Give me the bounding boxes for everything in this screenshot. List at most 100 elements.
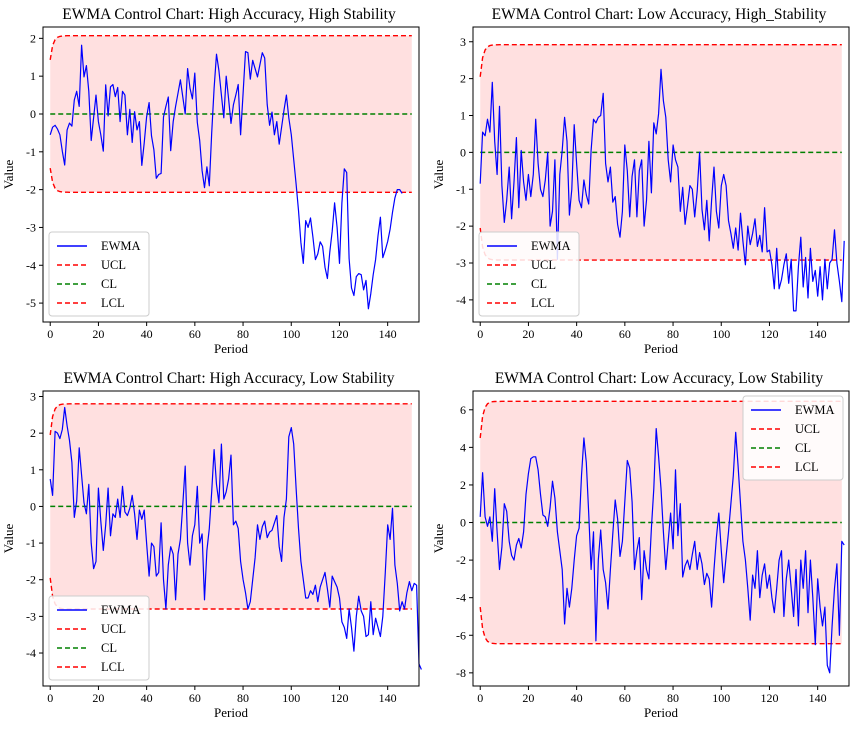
legend: EWMA UCL CL LCL — [48, 231, 150, 317]
y-tick-label: 4 — [460, 440, 466, 454]
chart-title: EWMA Control Chart: Low Accuracy, Low St… — [495, 370, 824, 387]
legend-ewma-label: EWMA — [101, 239, 141, 253]
x-tick-label: 100 — [282, 691, 300, 705]
legend-ucl-label: UCL — [101, 622, 126, 636]
legend: EWMA UCL CL LCL — [48, 595, 150, 681]
x-axis-label: Period — [214, 341, 248, 356]
legend-lcl-label: LCL — [531, 296, 555, 310]
legend-cl-label: CL — [101, 641, 117, 655]
x-tick-label: 20 — [522, 691, 534, 705]
y-tick-label: -2 — [26, 573, 36, 587]
plot-area-frame — [472, 26, 850, 323]
y-tick-label: -1 — [456, 182, 466, 196]
x-tick-label: 0 — [477, 691, 483, 705]
chart-title: EWMA Control Chart: High Accuracy, High … — [62, 6, 396, 23]
x-tick-label: 100 — [282, 327, 300, 341]
y-tick-label: 1 — [30, 463, 36, 477]
legend-lcl-label: LCL — [101, 660, 125, 674]
y-tick-label: -1 — [26, 145, 36, 159]
plot-area-frame — [472, 390, 850, 687]
y-tick-label: -2 — [456, 553, 466, 567]
x-tick-label: 140 — [379, 691, 397, 705]
x-axis-label: Period — [644, 341, 678, 356]
chart-title: EWMA Control Chart: Low Accuracy, High_S… — [492, 6, 827, 23]
y-tick-label: -3 — [456, 256, 466, 270]
x-tick-label: 40 — [571, 691, 583, 705]
ewma-series-line — [479, 68, 845, 312]
y-tick-label: 1 — [460, 109, 466, 123]
x-tick-label: 60 — [619, 327, 631, 341]
x-tick-label: 140 — [809, 691, 827, 705]
x-tick-label: 40 — [141, 691, 153, 705]
x-axis-label: Period — [644, 705, 678, 720]
y-axis-label: Value — [1, 523, 16, 553]
y-tick-label: -4 — [26, 646, 36, 660]
x-tick-label: 60 — [189, 327, 201, 341]
ewma-series-line — [479, 428, 845, 674]
x-tick-label: 140 — [379, 327, 397, 341]
y-axis-label: Value — [1, 159, 16, 189]
y-tick-label: -3 — [26, 220, 36, 234]
legend-box — [48, 595, 150, 681]
legend-cl-label: CL — [101, 277, 117, 291]
x-tick-label: 60 — [619, 691, 631, 705]
x-tick-label: 0 — [47, 691, 53, 705]
ucl-line — [49, 403, 412, 436]
y-tick-label: -6 — [456, 628, 466, 642]
y-tick-label: 1 — [30, 69, 36, 83]
x-tick-label: 100 — [712, 327, 730, 341]
y-axis-label: Value — [431, 159, 446, 189]
legend-cl-label: CL — [795, 441, 811, 455]
y-tick-label: -5 — [26, 296, 36, 310]
x-tick-label: 20 — [92, 327, 104, 341]
x-tick-label: 120 — [760, 327, 778, 341]
y-tick-label: 0 — [30, 499, 36, 513]
x-tick-label: 80 — [667, 691, 679, 705]
y-tick-label: -4 — [26, 258, 36, 272]
x-tick-label: 80 — [237, 691, 249, 705]
x-tick-label: 20 — [92, 691, 104, 705]
legend-box — [742, 395, 844, 481]
y-tick-label: 2 — [460, 478, 466, 492]
y-tick-label: 2 — [30, 31, 36, 45]
ucl-line — [479, 44, 842, 77]
legend: EWMA UCL CL LCL — [478, 231, 580, 317]
chart-panel-1: 0 20 40 60 80 100 120 140 2 1 0 -1 -2 -3 -4 -5 EWMA Cont… — [1, 6, 420, 356]
y-tick-label: -2 — [26, 183, 36, 197]
y-tick-label: -8 — [456, 666, 466, 680]
legend-ewma-label: EWMA — [795, 403, 835, 417]
x-tick-label: 140 — [809, 327, 827, 341]
x-tick-label: 40 — [571, 327, 583, 341]
x-tick-label: 60 — [189, 691, 201, 705]
y-tick-label: 0 — [460, 516, 466, 530]
x-tick-label: 0 — [47, 327, 53, 341]
legend-box — [478, 231, 580, 317]
y-tick-label: 2 — [460, 72, 466, 86]
ewma-series-line — [49, 44, 403, 310]
y-tick-label: 3 — [30, 389, 36, 403]
y-tick-label: -4 — [456, 591, 466, 605]
plot-area-frame — [42, 26, 420, 323]
chart-panel-3: 0 20 40 60 80 100 120 140 3 2 1 0 -1 -2 -3 -4 EWMA Contr… — [1, 370, 422, 720]
y-tick-label: 3 — [460, 35, 466, 49]
y-tick-label: -3 — [26, 609, 36, 623]
legend-lcl-label: LCL — [795, 460, 819, 474]
legend-lcl-label: LCL — [101, 296, 125, 310]
legend-cl-label: CL — [531, 277, 547, 291]
legend: EWMA UCL CL LCL — [742, 395, 844, 481]
x-axis-label: Period — [214, 705, 248, 720]
x-tick-label: 80 — [237, 327, 249, 341]
y-tick-label: 0 — [460, 145, 466, 159]
x-tick-label: 120 — [760, 691, 778, 705]
legend-ucl-label: UCL — [101, 258, 126, 272]
chart-title: EWMA Control Chart: High Accuracy, Low S… — [64, 370, 395, 387]
legend-ewma-label: EWMA — [531, 239, 571, 253]
legend-ucl-label: UCL — [795, 422, 820, 436]
ewma-series-line — [49, 406, 422, 670]
legend-ewma-label: EWMA — [101, 603, 141, 617]
chart-panel-2: 0 20 40 60 80 100 120 140 3 2 1 0 -1 -2 -3 -4 EWMA Contr… — [431, 6, 850, 356]
x-tick-label: 20 — [522, 327, 534, 341]
y-tick-label: 0 — [30, 107, 36, 121]
